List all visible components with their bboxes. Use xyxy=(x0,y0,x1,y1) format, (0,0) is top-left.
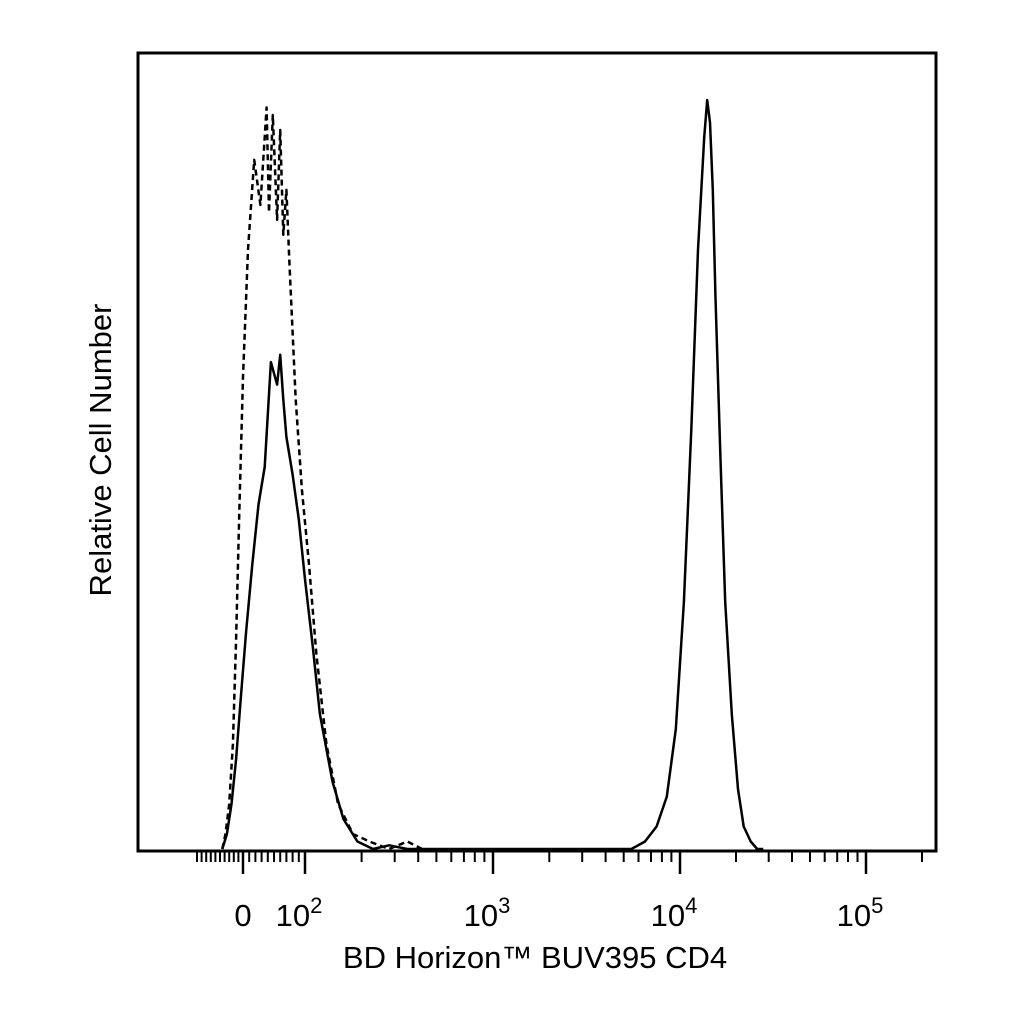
dashed-series-line xyxy=(221,106,423,851)
x-tick-label: 0 xyxy=(234,898,251,933)
series-layer xyxy=(221,98,764,851)
x-axis-label: BD Horizon™ BUV395 CD4 xyxy=(343,940,727,975)
y-axis-label: Relative Cell Number xyxy=(83,304,118,597)
solid-series-line xyxy=(221,98,764,851)
x-tick-label: 104 xyxy=(651,893,698,933)
x-tick-labels: 0 102 103 104 105 xyxy=(234,893,883,933)
x-axis-ticks xyxy=(196,851,923,874)
x-tick-label: 102 xyxy=(276,893,323,933)
x-tick-label: 103 xyxy=(464,893,511,933)
plot-frame xyxy=(136,51,938,853)
x-tick-label: 105 xyxy=(837,893,884,933)
